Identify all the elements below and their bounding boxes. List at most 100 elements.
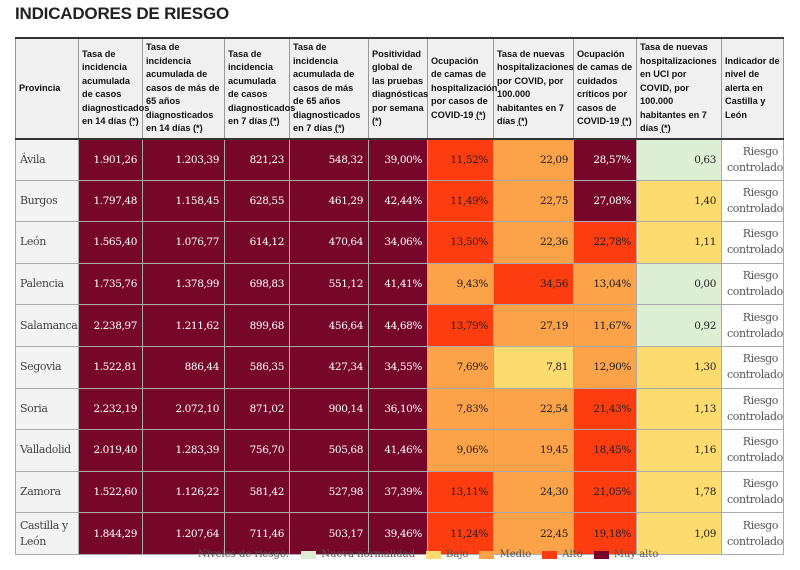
indicator-cell: 1.797,48 [78, 179, 143, 223]
indicator-cell: 1,78 [636, 470, 722, 514]
footnote-link[interactable]: (*) [517, 116, 528, 127]
indicator-cell: 756,70 [224, 429, 290, 472]
indicator-cell: 527,98 [289, 470, 369, 514]
column-header: Tasa de incidencia acumulada de casos di… [78, 37, 149, 140]
province-cell: Burgos [15, 179, 79, 223]
indicator-cell: 19,45 [493, 429, 574, 472]
indicator-cell: 28,57% [573, 138, 637, 181]
indicator-cell: 39,00% [368, 138, 428, 181]
indicator-cell: 7,81 [493, 345, 574, 389]
risk-legend: Niveles de riesgo: Nueva normalidad Bajo M… [198, 549, 658, 560]
table-row: Palencia 1.735,76 1.378,99 698,83 551,12 41,4… [15, 262, 784, 306]
header-row: Provincia Tasa de incidencia acumulada de… [15, 37, 784, 140]
alert-level-cell: Riesgo controlado [721, 179, 784, 223]
indicator-cell: 22,54 [493, 387, 574, 431]
indicator-cell: 581,42 [224, 470, 290, 514]
alert-level-cell: Riesgo controlado [721, 304, 784, 347]
footnote-link[interactable]: (*) [621, 116, 632, 127]
indicator-cell: 427,34 [289, 345, 369, 389]
indicator-cell: 1.211,62 [142, 304, 225, 347]
indicator-cell: 503,17 [289, 512, 369, 555]
indicator-cell: 698,83 [224, 262, 290, 306]
indicator-cell: 2.232,19 [78, 387, 143, 431]
indicator-cell: 1.735,76 [78, 262, 143, 306]
table-row: Ávila 1.901,26 1.203,39 821,23 548,32 39,00% 1… [15, 138, 784, 181]
alert-level-cell: Riesgo controlado [721, 429, 784, 472]
indicator-cell: 18,45% [573, 429, 637, 472]
indicator-cell: 1,11 [636, 221, 722, 264]
legend-label: Niveles de riesgo: [198, 549, 290, 560]
indicator-cell: 1,30 [636, 345, 722, 389]
indicator-cell: 12,90% [573, 345, 637, 389]
indicator-cell: 13,79% [427, 304, 494, 347]
alert-level-cell: Riesgo controlado [721, 221, 784, 264]
indicator-cell: 37,39% [368, 470, 428, 514]
indicator-cell: 9,06% [427, 429, 494, 472]
table-row: Burgos 1.797,48 1.158,45 628,55 461,29 42,44%… [15, 179, 784, 223]
indicator-cell: 1,40 [636, 179, 722, 223]
footnote-link[interactable]: (*) [334, 123, 345, 133]
column-header: Tasa de incidencia acumulada de casos de… [289, 37, 369, 140]
indicator-cell: 1.076,77 [142, 221, 225, 264]
alert-level-cell: Riesgo controlado [721, 262, 784, 306]
table-row: Castilla y León 1.844,29 1.207,64 711,46 503… [15, 512, 784, 555]
province-cell: Castilla y León [15, 512, 79, 555]
indicator-cell: 1.522,60 [78, 470, 143, 514]
indicator-cell: 1.565,40 [78, 221, 143, 264]
indicator-cell: 22,36 [493, 221, 574, 264]
table-row: León 1.565,40 1.076,77 614,12 470,64 34,06% 13… [15, 221, 784, 264]
column-header-label: Tasa de nuevas hospitalizaciones por COV… [497, 48, 574, 127]
indicator-cell: 2.238,97 [78, 304, 143, 347]
indicator-cell: 41,41% [368, 262, 428, 306]
indicator-cell: 1.126,22 [142, 470, 225, 514]
footnote-link[interactable]: (*) [475, 109, 486, 120]
indicator-cell: 22,09 [493, 138, 574, 181]
indicator-cell: 1.203,39 [142, 138, 225, 181]
footnote-link[interactable]: (*) [372, 116, 382, 127]
column-header: Ocupación de camas de hospitalización po… [427, 37, 498, 140]
legend-swatch [301, 550, 317, 559]
indicator-cell: 1.901,26 [78, 138, 143, 181]
column-header-label: Tasa de incidencia acumulada de casos di… [82, 48, 150, 127]
indicator-cell: 614,12 [224, 221, 290, 264]
alert-level-cell: Riesgo controlado [721, 512, 784, 555]
indicator-cell: 21,43% [573, 387, 637, 431]
indicator-cell: 36,10% [368, 387, 428, 431]
indicator-cell: 1.158,45 [142, 179, 225, 223]
indicator-cell: 1.844,29 [78, 512, 143, 555]
legend-item-label: Nueva normalidad [321, 549, 416, 560]
indicator-cell: 41,46% [368, 429, 428, 472]
alert-level-cell: Riesgo controlado [721, 470, 784, 514]
alert-level-cell: Riesgo controlado [721, 138, 784, 181]
legend-item-label: Alto [562, 549, 583, 560]
indicator-cell: 1.283,39 [142, 429, 225, 472]
alert-level-cell: Riesgo controlado [721, 387, 784, 431]
footnote-link[interactable]: (*) [269, 116, 280, 127]
indicator-cell: 1,16 [636, 429, 722, 472]
province-cell: León [15, 221, 79, 264]
indicator-cell: 13,50% [427, 221, 494, 264]
indicator-cell: 456,64 [289, 304, 369, 347]
indicator-cell: 34,56 [493, 262, 574, 306]
column-header: Tasa de incidencia acumulada de casos di… [224, 37, 295, 140]
legend-item-label: Medio [499, 549, 532, 560]
indicator-cell: 871,02 [224, 387, 290, 431]
column-header-label: Ocupación de camas de hospitalización po… [431, 55, 498, 120]
page-title: INDICADORES DE RIESGO [15, 4, 229, 23]
province-cell: Salamanca [15, 304, 79, 347]
legend-swatch [542, 550, 558, 559]
legend-swatch [426, 550, 442, 559]
footnote-link[interactable]: (*) [193, 123, 203, 133]
indicator-cell: 548,32 [289, 138, 369, 181]
indicator-cell: 1,13 [636, 387, 722, 431]
footnote-link[interactable]: (*) [660, 123, 671, 133]
indicator-cell: 11,49% [427, 179, 494, 223]
table-row: Salamanca 2.238,97 1.211,62 899,68 456,64 44,… [15, 304, 784, 347]
column-header-label: Tasa de incidencia acumulada de casos di… [228, 48, 296, 127]
column-header: Indicador de nivel de alerta en Castilla… [721, 37, 784, 140]
indicator-cell: 1.207,64 [142, 512, 225, 555]
footnote-link[interactable]: (*) [129, 116, 139, 127]
column-header-label: Tasa de incidencia acumulada de casos de… [293, 42, 361, 133]
column-header-label: Ocupación de camas de cuidados críticos … [577, 48, 633, 127]
indicator-cell: 11,67% [573, 304, 637, 347]
